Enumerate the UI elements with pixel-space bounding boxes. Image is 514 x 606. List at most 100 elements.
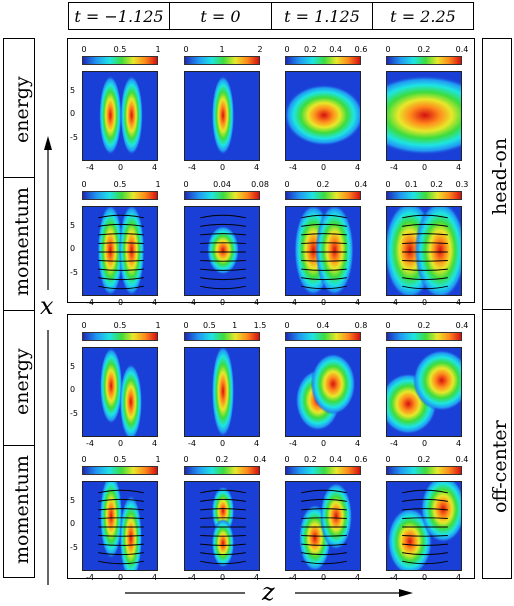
flow-line [98,535,144,537]
intensity-blob [99,348,123,425]
flow-line [98,560,144,565]
z-tick-label: 0 [118,298,124,307]
x-tick-label: 0 [70,109,76,119]
z-tick-label: -4 [188,439,196,448]
z-tick-label: 0 [321,298,327,307]
flow-line [402,543,448,546]
intensity-blob [120,75,143,155]
time-label-2: t = 1.125 [271,2,373,30]
colorbar-tick-label: 0.04 [213,180,231,189]
flow-line [301,285,347,290]
z-tick-label: 4 [355,163,361,172]
x-tick-label: 0 [70,385,76,395]
group-label-headon: head-on [489,137,511,215]
colorbar-tick-label: 2 [257,45,263,54]
colorbar [82,332,158,341]
colorbar-tick-label: 0 [81,321,87,330]
colorbar [82,466,158,475]
flow-line [402,233,448,236]
flow-line [200,535,246,537]
z-axis-arrow [125,589,413,597]
heatmap [82,206,158,296]
colorbar [386,466,462,475]
z-tick-label: 4 [254,439,260,448]
colorbar-tick-label: 0.4 [354,180,368,189]
colorbar-tick-label: 0.2 [430,180,444,189]
z-tick-label: 4 [254,163,260,172]
colorbar-tick-label: 0.2 [316,180,330,189]
z-tick-label: -4 [86,298,94,307]
flow-line [200,560,246,565]
colorbar-tick-label: 0 [385,45,391,54]
colorbar-tick-label: 0.2 [215,455,229,464]
intensity-blob [211,518,235,568]
colorbar-tick-label: 0.4 [253,455,267,464]
flow-line [200,543,246,546]
group-label-offcenter: off-center [489,420,511,513]
colorbar-tick-label: 0.2 [417,321,431,330]
x-tick-label: -5 [70,542,78,552]
row-label-energy-offcenter: energy [11,348,33,415]
colorbar [386,56,462,65]
z-tick-label: 4 [355,573,361,582]
colorbar-tick-label: 0 [385,455,391,464]
colorbar-tick-label: 0.3 [455,180,469,189]
heatmap [285,71,361,161]
x-tick-label: 5 [70,495,76,505]
time-label-1: t = 0 [169,2,272,30]
flow-line [402,277,448,281]
colorbar-tick-label: 1 [155,455,161,464]
z-tick-label: -4 [289,163,297,172]
colorbar-tick-label: 0.5 [113,45,127,54]
group-box-offcenter: off-center [482,309,512,579]
z-tick-label: 4 [456,573,462,582]
heatmap [184,347,260,437]
z-tick-label: -4 [86,163,94,172]
x-tick-label: 5 [70,85,76,95]
heatmap [386,71,462,161]
colorbar-tick-label: 0.5 [202,321,216,330]
colorbar-tick-label: 0.6 [354,45,368,54]
flow-line [200,517,246,519]
colorbar-tick-label: 0 [183,45,189,54]
flow-line [301,233,347,236]
flow-line [402,214,448,219]
intensity-blob [387,75,461,155]
heatmap [82,347,158,437]
flow-line [200,508,246,511]
colorbar-tick-label: 1 [155,180,161,189]
heatmap [386,481,462,571]
flow-line [402,223,448,227]
flow-line [98,242,144,244]
colorbar-tick-label: 0 [385,180,391,189]
z-tick-label: 4 [456,298,462,307]
x-axis-label: x [40,292,54,320]
flow-line [402,552,448,556]
intensity-blob [119,363,143,436]
colorbar-tick-label: 0.4 [329,45,343,54]
x-tick-label: 5 [70,220,76,230]
frame-headon [67,38,475,303]
colorbar [285,191,361,200]
heatmap [386,206,462,296]
colorbar-tick-label: 0 [183,455,189,464]
intensity-blob [286,84,360,146]
z-tick-label: 0 [422,298,428,307]
z-tick-label: 0 [220,298,226,307]
row-box-energy-headon: energy [3,38,35,178]
heatmap [82,71,158,161]
intensity-blob [99,75,122,155]
colorbar-tick-label: 0.2 [303,455,317,464]
colorbar [82,56,158,65]
heatmap [285,481,361,571]
flow-line [301,242,347,244]
colorbar [386,332,462,341]
heatmap [184,206,260,296]
colorbar [82,191,158,200]
intensity-blob [315,207,354,295]
z-tick-label: -4 [390,163,398,172]
colorbar-tick-label: 0.5 [113,321,127,330]
flow-line [98,277,144,281]
flow-line [200,214,246,219]
z-tick-label: 4 [456,163,462,172]
